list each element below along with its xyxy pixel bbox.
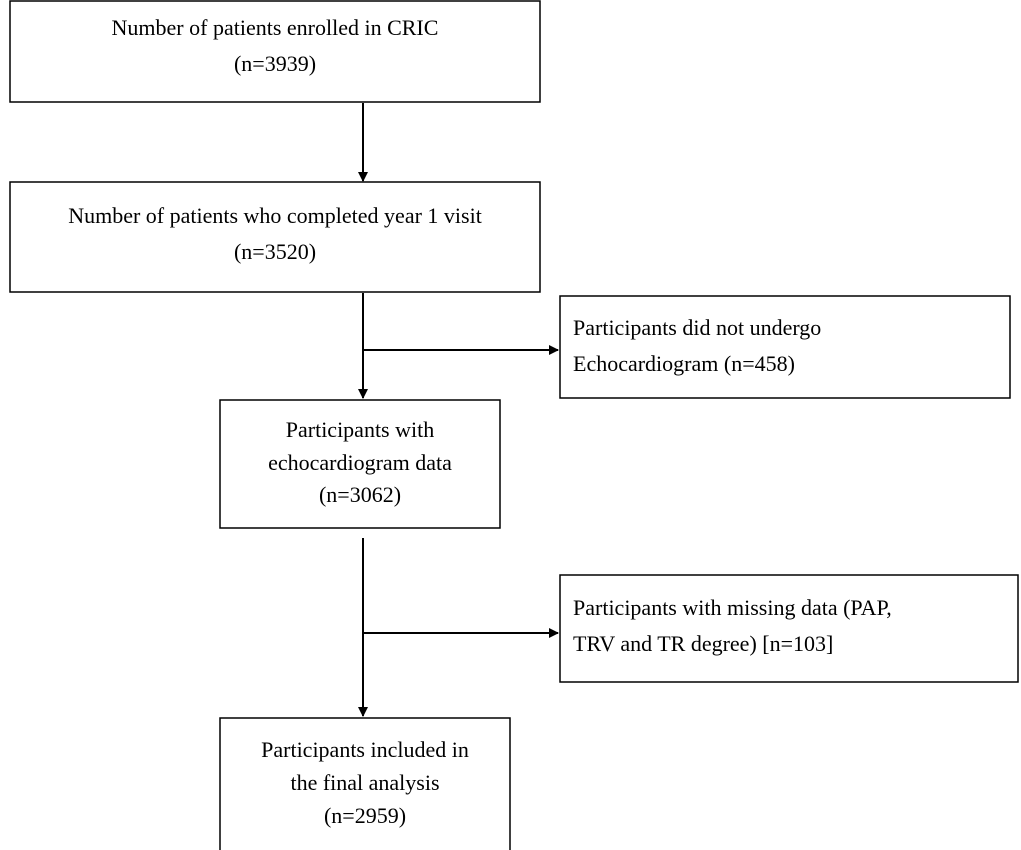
node-text: Echocardiogram (n=458) [573,351,795,376]
node-text: Participants included in [261,737,469,762]
box [219,399,501,529]
node-text: Participants with [286,417,434,442]
node-text: (n=2959) [324,803,406,828]
node-text: the final analysis [290,770,439,795]
node-text: Participants with missing data (PAP, [573,595,892,620]
node-text: (n=3520) [234,239,316,264]
node-text: Number of patients enrolled in CRIC [112,15,439,40]
node-text: echocardiogram data [268,450,452,475]
node-text: Number of patients who completed year 1 … [68,203,482,228]
box [559,574,1019,683]
node-text: Participants did not undergo [573,315,821,340]
box [559,295,1011,399]
box [9,181,541,293]
box [9,0,541,103]
node-text: TRV and TR degree) [n=103] [573,631,833,656]
box [219,717,511,850]
node-text: (n=3062) [319,482,401,507]
node-text: (n=3939) [234,51,316,76]
